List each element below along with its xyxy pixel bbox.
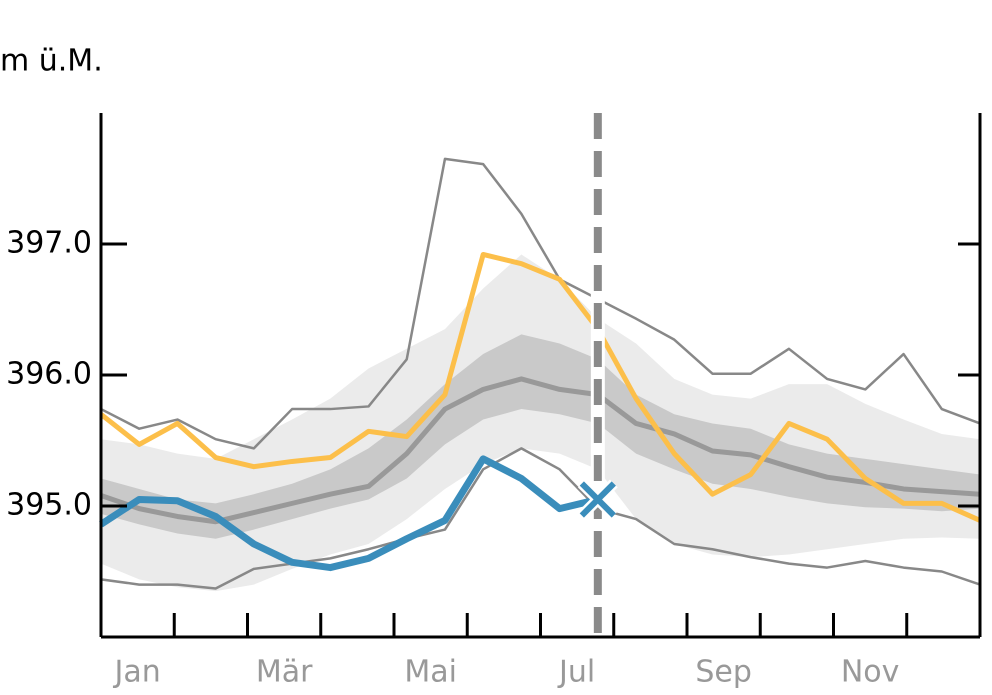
x-tick-label: Nov — [841, 655, 900, 690]
y-tick-label: 395.0 — [6, 488, 92, 523]
x-tick-label: Sep — [695, 655, 752, 690]
y-tick-label: 397.0 — [6, 226, 92, 261]
band — [101, 334, 980, 539]
x-tick-label: Jan — [113, 655, 161, 690]
band — [101, 254, 980, 592]
x-tick-label: Jul — [557, 655, 595, 690]
series-line — [100, 157, 981, 450]
x-tick-label: Mai — [404, 655, 457, 690]
series-line — [100, 376, 981, 525]
series-line — [99, 251, 982, 523]
series-line — [100, 447, 981, 590]
series-line — [99, 455, 599, 572]
y-tick-label: 396.0 — [6, 357, 92, 392]
x-tick-label: Mär — [256, 655, 313, 690]
y-axis-label: m ü.M. — [0, 44, 103, 79]
today-marker — [579, 481, 616, 518]
